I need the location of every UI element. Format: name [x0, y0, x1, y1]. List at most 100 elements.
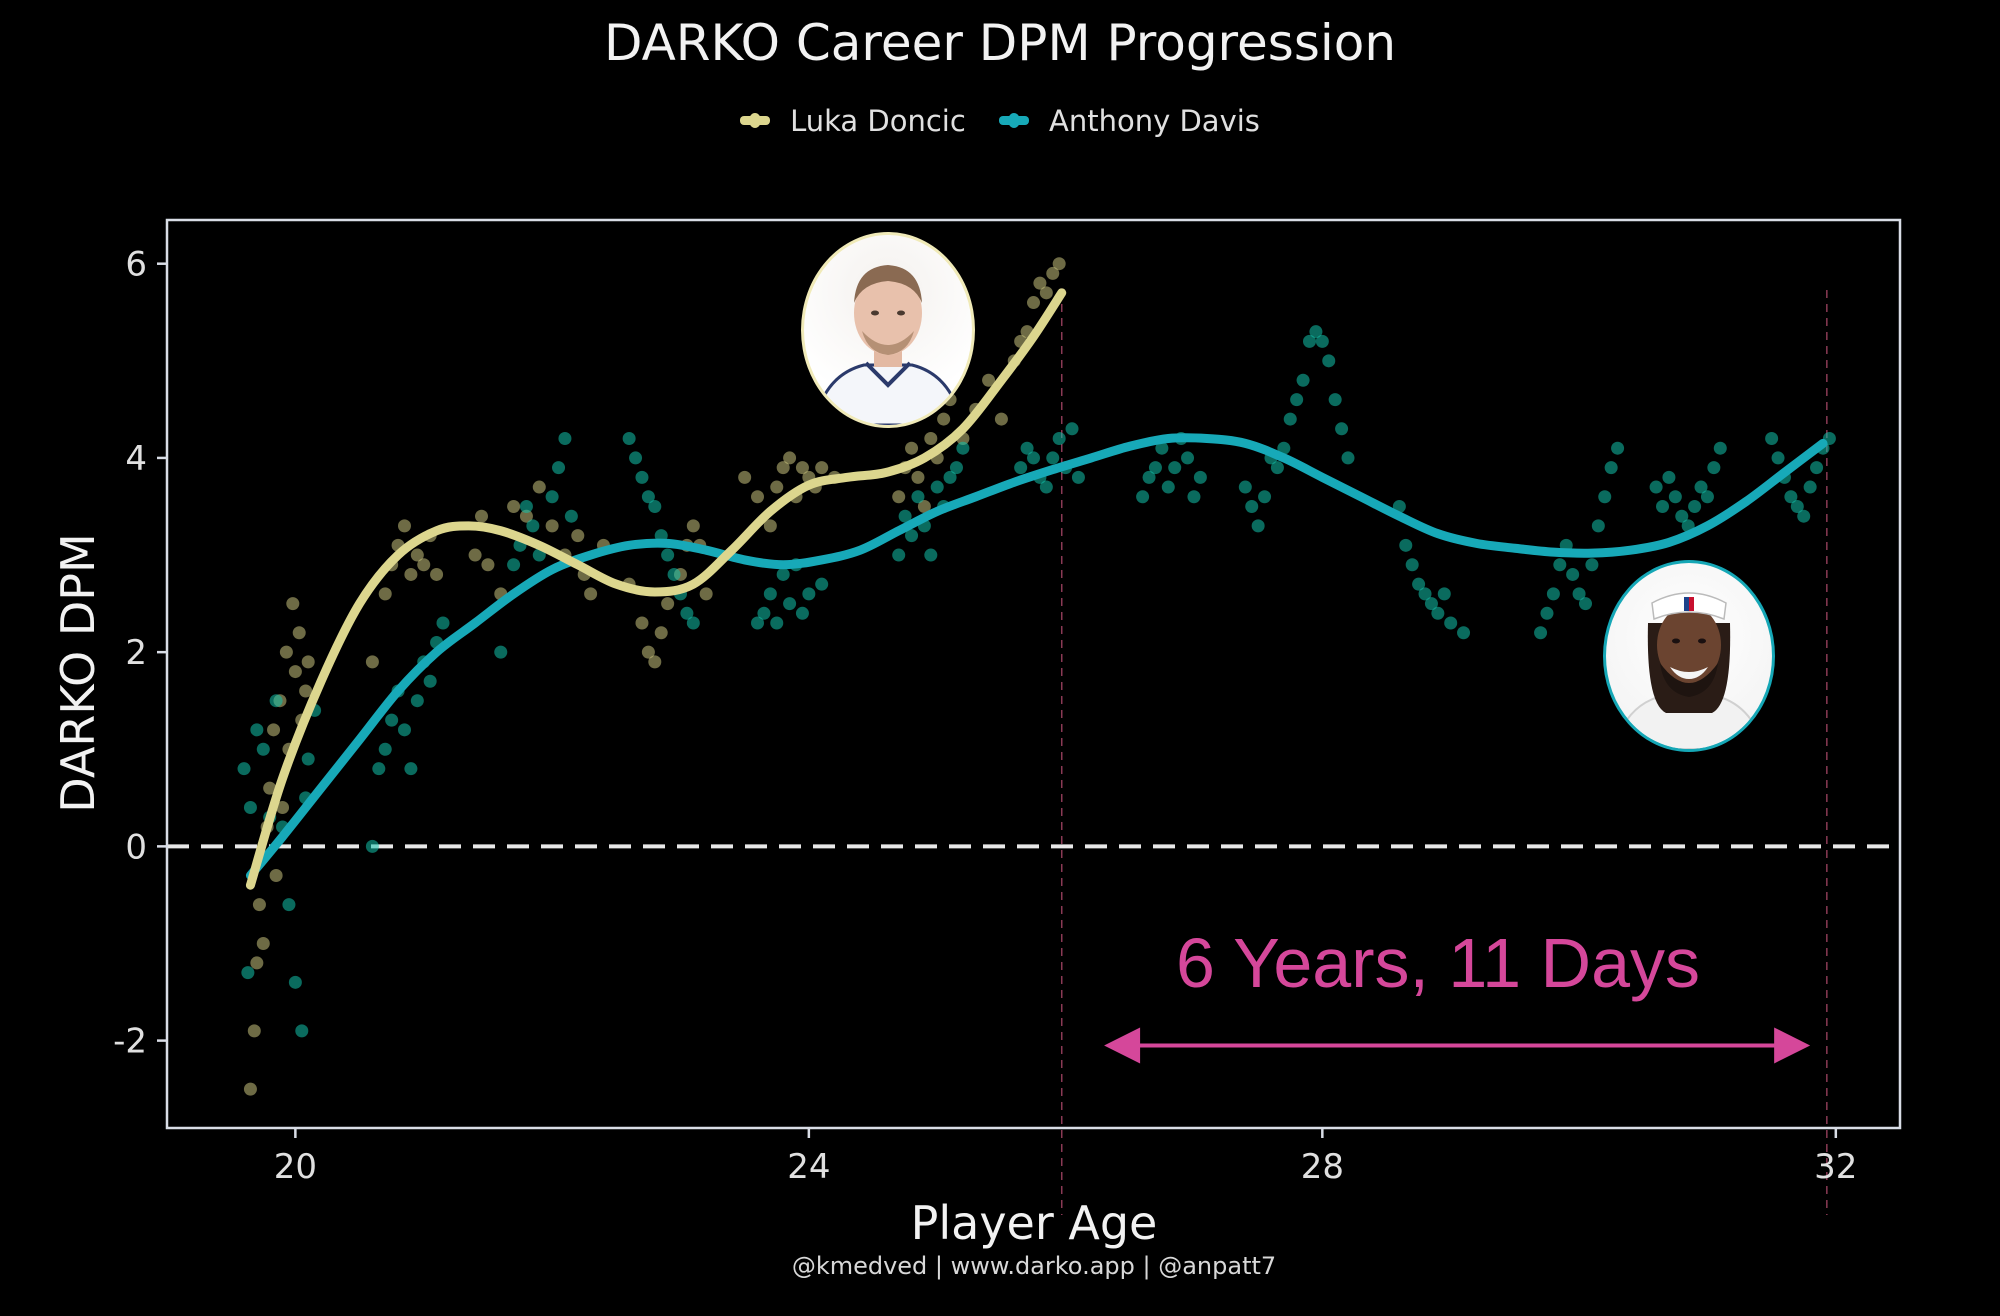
- data-point-0-44: [641, 645, 655, 659]
- trend-line-0: [245, 288, 1067, 890]
- data-point-0-6: [263, 781, 277, 795]
- data-point-0-13: [286, 597, 300, 611]
- data-point-1-110: [1424, 597, 1438, 611]
- data-point-1-58: [898, 509, 912, 523]
- data-point-1-97: [1296, 373, 1310, 387]
- data-point-0-18: [301, 655, 315, 669]
- trend-line-1: [245, 433, 1828, 881]
- data-point-0-25: [410, 548, 424, 562]
- data-point-0-69: [917, 499, 931, 513]
- data-point-1-3: [250, 723, 264, 737]
- data-point-0-34: [519, 509, 533, 523]
- data-point-1-36: [622, 432, 636, 446]
- data-point-1-104: [1341, 451, 1355, 465]
- data-point-1-85: [1181, 451, 1195, 465]
- data-point-1-68: [1014, 461, 1028, 475]
- player-photo-davis: [1603, 560, 1775, 752]
- chart-caption: @kmedved | www.darko.app | @anpatt7: [791, 1252, 1277, 1280]
- x-tick-label-3: 32: [1814, 1147, 1857, 1187]
- data-point-0-68: [911, 470, 925, 484]
- data-point-1-107: [1405, 558, 1419, 572]
- data-point-1-111: [1431, 606, 1445, 620]
- data-point-1-116: [1540, 606, 1554, 620]
- plot-frame: [165, 218, 1902, 1130]
- data-point-1-129: [1656, 499, 1670, 513]
- data-point-0-46: [654, 626, 668, 640]
- legend-label-luka: Luka Doncic: [790, 103, 966, 138]
- data-point-0-35: [532, 480, 546, 494]
- data-point-1-65: [943, 470, 957, 484]
- data-point-1-94: [1277, 441, 1291, 455]
- data-point-0-82: [1033, 276, 1047, 290]
- data-point-1-47: [751, 616, 765, 630]
- data-point-1-4: [256, 742, 270, 756]
- data-point-1-127: [1611, 441, 1625, 455]
- data-point-0-7: [267, 723, 281, 737]
- data-point-1-55: [802, 587, 816, 601]
- data-point-1-88: [1238, 480, 1252, 494]
- data-point-1-87: [1193, 470, 1207, 484]
- data-point-0-76: [982, 373, 996, 387]
- data-point-0-55: [763, 519, 777, 533]
- data-point-0-50: [686, 519, 700, 533]
- data-point-1-48: [757, 606, 771, 620]
- data-point-1-98: [1302, 334, 1316, 348]
- data-point-1-42: [661, 548, 675, 562]
- data-point-0-38: [571, 529, 585, 543]
- data-point-1-60: [911, 490, 925, 504]
- data-point-0-52: [699, 587, 713, 601]
- data-point-1-59: [905, 529, 919, 543]
- data-point-0-4: [256, 936, 270, 950]
- data-point-1-72: [1039, 480, 1053, 494]
- data-point-1-2: [243, 801, 257, 815]
- data-point-0-63: [815, 461, 829, 475]
- data-point-1-1: [241, 966, 255, 980]
- data-point-0-0: [243, 1082, 257, 1096]
- data-point-1-90: [1251, 519, 1265, 533]
- data-point-0-31: [481, 558, 495, 572]
- data-point-1-27: [507, 558, 521, 572]
- data-point-1-145: [1803, 480, 1817, 494]
- data-point-0-1: [247, 1024, 261, 1038]
- data-point-1-66: [949, 461, 963, 475]
- data-point-1-130: [1662, 470, 1676, 484]
- data-point-1-128: [1649, 480, 1663, 494]
- data-point-1-91: [1258, 490, 1272, 504]
- legend: Luka Doncic Anthony Davis: [0, 98, 2000, 138]
- data-point-0-72: [937, 412, 951, 426]
- data-point-1-49: [763, 587, 777, 601]
- data-point-0-26: [417, 558, 431, 572]
- data-point-0-67: [905, 441, 919, 455]
- data-point-1-103: [1335, 422, 1349, 436]
- data-point-1-39: [641, 490, 655, 504]
- data-point-1-126: [1604, 461, 1618, 475]
- data-point-0-45: [648, 655, 662, 669]
- data-point-1-77: [1071, 470, 1085, 484]
- data-point-1-140: [1771, 451, 1785, 465]
- player-photo-luka: [801, 232, 975, 428]
- data-point-1-8: [282, 898, 296, 912]
- data-point-1-63: [930, 480, 944, 494]
- annotation-arrow-right-head: [1774, 1027, 1811, 1064]
- data-point-0-60: [795, 461, 809, 475]
- data-point-1-73: [1046, 451, 1060, 465]
- data-point-0-33: [507, 499, 521, 513]
- data-point-1-21: [410, 694, 424, 708]
- data-point-1-43: [667, 567, 681, 581]
- data-point-1-117: [1546, 587, 1560, 601]
- data-point-1-89: [1245, 499, 1259, 513]
- data-point-0-14: [288, 665, 302, 679]
- data-point-1-86: [1187, 490, 1201, 504]
- data-point-1-124: [1591, 519, 1605, 533]
- data-point-1-6: [269, 694, 283, 708]
- data-point-0-53: [738, 470, 752, 484]
- data-point-1-17: [385, 713, 399, 727]
- data-point-0-17: [299, 684, 313, 698]
- data-point-1-70: [1027, 451, 1040, 465]
- legend-item-luka: Luka Doncic: [740, 104, 966, 138]
- x-tick-label-0: 20: [274, 1147, 317, 1187]
- x-axis-label: Player Age: [910, 1196, 1158, 1250]
- annotation-arrow-left-head: [1104, 1027, 1141, 1064]
- data-point-1-120: [1566, 567, 1580, 581]
